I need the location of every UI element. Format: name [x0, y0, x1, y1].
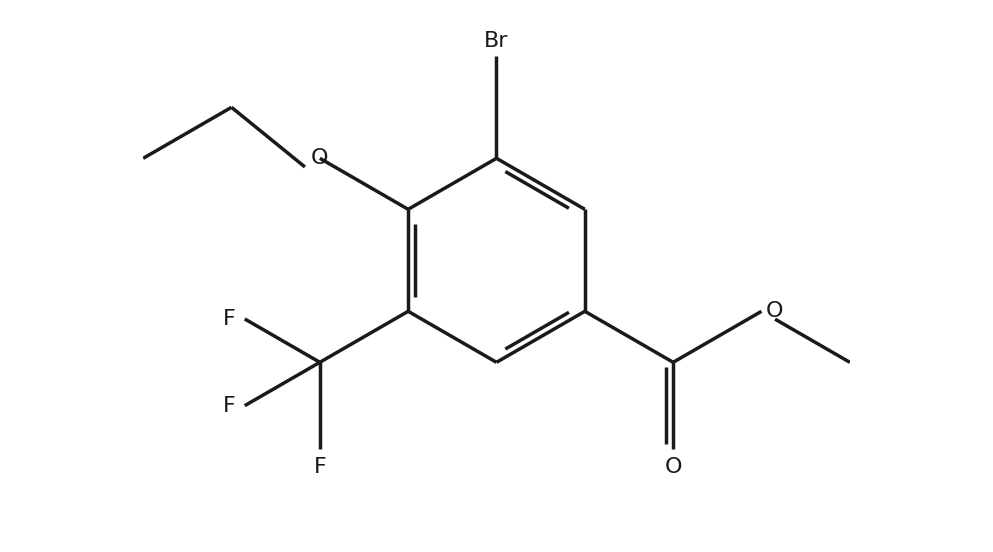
- Text: F: F: [314, 457, 327, 477]
- Text: F: F: [222, 396, 235, 416]
- Text: O: O: [311, 148, 329, 168]
- Text: O: O: [664, 457, 682, 477]
- Text: F: F: [222, 309, 235, 329]
- Text: O: O: [766, 301, 782, 321]
- Text: Br: Br: [485, 31, 508, 51]
